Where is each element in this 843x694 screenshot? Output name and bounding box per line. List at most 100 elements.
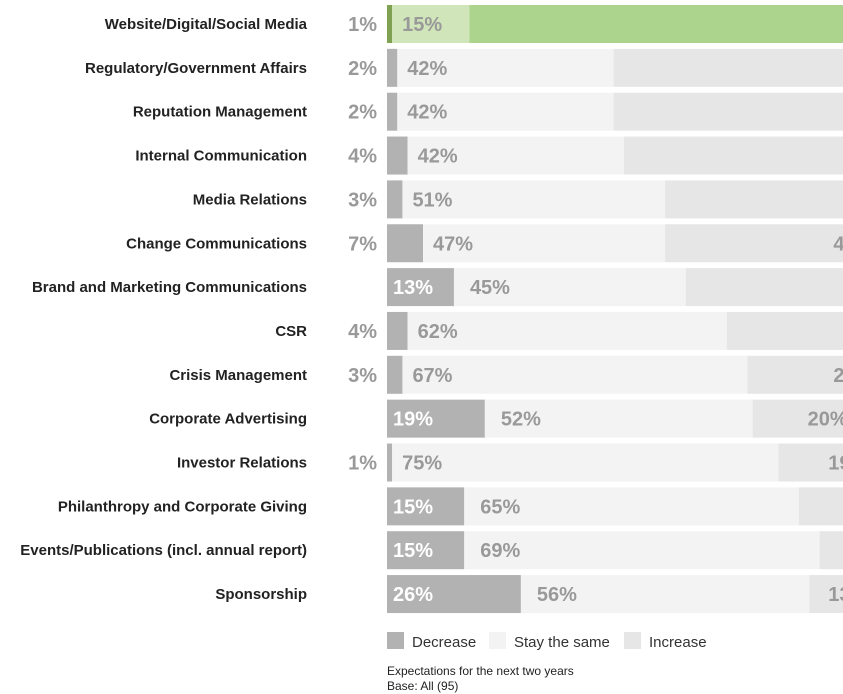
- value-label-stay-same: 69%: [480, 540, 520, 562]
- value-label-stay-same: 42%: [407, 58, 447, 80]
- category-label: Events/Publications (incl. annual report…: [20, 542, 307, 559]
- bar-stay-same: [520, 575, 810, 614]
- value-label-decrease: 4%: [348, 321, 377, 343]
- bar-stay-same: [484, 399, 753, 438]
- value-label-decrease: 15%: [393, 496, 433, 518]
- legend-swatch-same: [489, 632, 506, 649]
- bar-stay-same: [392, 443, 779, 482]
- value-label-stay-same: 67%: [412, 365, 452, 387]
- legend-label-decrease: Decrease: [412, 634, 476, 651]
- bar-increase: [623, 136, 843, 175]
- legend-label-same: Stay the same: [514, 634, 610, 651]
- category-label: CSR: [275, 323, 307, 340]
- value-label-decrease: 3%: [348, 189, 377, 211]
- bar-increase: [665, 180, 843, 219]
- value-label-stay-same: 51%: [412, 189, 452, 211]
- bar-increase: [809, 575, 843, 614]
- value-label-stay-same: 56%: [537, 584, 577, 606]
- bar-stay-same: [402, 180, 666, 219]
- bar-increase: [799, 487, 843, 526]
- value-label-stay-same: 65%: [480, 496, 520, 518]
- bar-stay-same: [464, 487, 799, 526]
- value-label-increase: 26%: [833, 365, 843, 387]
- bar-increase: [819, 531, 843, 570]
- value-label-stay-same: 45%: [470, 277, 510, 299]
- bar-decrease: [387, 48, 398, 87]
- value-label-stay-same: 75%: [402, 453, 442, 475]
- bars-layer: [387, 5, 843, 614]
- value-label-increase: 20%: [808, 409, 843, 431]
- bar-decrease: [387, 268, 454, 307]
- value-label-decrease: 1%: [348, 14, 377, 36]
- category-label: Investor Relations: [177, 455, 307, 472]
- category-label: Media Relations: [193, 191, 307, 208]
- bar-stay-same: [397, 92, 614, 131]
- bar-stay-same: [402, 355, 748, 394]
- value-label-decrease: 26%: [393, 584, 433, 606]
- bar-stay-same: [464, 531, 820, 570]
- bar-decrease: [387, 487, 465, 526]
- bar-decrease: [387, 311, 408, 350]
- value-label-decrease: 2%: [348, 102, 377, 124]
- bar-decrease: [387, 443, 393, 482]
- value-label-increase: 19%: [828, 453, 843, 475]
- footnote-expectations: Expectations for the next two years: [387, 664, 574, 678]
- bar-stay-same: [407, 136, 624, 175]
- bar-decrease: [387, 355, 403, 394]
- category-label: Website/Digital/Social Media: [105, 16, 308, 33]
- value-label-decrease: 13%: [393, 277, 433, 299]
- value-label-stay-same: 15%: [402, 14, 442, 36]
- value-label-decrease: 15%: [393, 540, 433, 562]
- bar-stay-same: [407, 311, 727, 350]
- value-label-decrease: 19%: [393, 409, 433, 431]
- value-label-decrease: 2%: [348, 58, 377, 80]
- bar-decrease: [387, 92, 398, 131]
- bar-increase: [726, 311, 843, 350]
- value-label-stay-same: 42%: [407, 102, 447, 124]
- bar-decrease: [387, 224, 424, 263]
- bar-increase: [613, 92, 843, 131]
- legend-swatch-increase: [624, 632, 641, 649]
- bar-stay-same: [397, 48, 614, 87]
- value-label-increase: 13%: [828, 584, 843, 606]
- category-label: Philanthropy and Corporate Giving: [58, 498, 307, 515]
- bar-increase: [747, 355, 843, 394]
- bar-stay-same: [453, 268, 686, 307]
- value-label-decrease: 1%: [348, 453, 377, 475]
- value-label-stay-same: 62%: [418, 321, 458, 343]
- bar-decrease: [387, 575, 521, 614]
- legend: Decrease Stay the same Increase: [387, 632, 707, 651]
- bar-stay-same: [392, 5, 470, 43]
- labels-layer: Website/Digital/Social Media1%15%83%Regu…: [20, 14, 843, 606]
- bar-increase: [665, 224, 843, 263]
- bar-decrease: [387, 180, 403, 219]
- value-label-stay-same: 42%: [418, 146, 458, 168]
- category-label: Sponsorship: [215, 586, 307, 603]
- bar-decrease: [387, 531, 465, 570]
- value-label-decrease: 4%: [348, 146, 377, 168]
- bar-stay-same: [423, 224, 666, 263]
- category-label: Corporate Advertising: [149, 411, 307, 428]
- bar-increase: [685, 268, 843, 307]
- legend-swatch-decrease: [387, 632, 404, 649]
- bar-increase: [469, 5, 843, 43]
- bar-decrease: [387, 136, 408, 175]
- category-label: Brand and Marketing Communications: [32, 279, 307, 296]
- category-label: Crisis Management: [169, 367, 307, 384]
- bar-increase: [778, 443, 843, 482]
- value-label-stay-same: 47%: [433, 233, 473, 255]
- category-label: Regulatory/Government Affairs: [85, 60, 307, 77]
- bar-increase: [752, 399, 843, 438]
- value-label-decrease: 7%: [348, 233, 377, 255]
- value-label-decrease: 3%: [348, 365, 377, 387]
- category-label: Internal Communication: [135, 148, 307, 165]
- footnote-base: Base: All (95): [387, 679, 458, 693]
- bar-decrease: [387, 5, 393, 43]
- legend-label-increase: Increase: [649, 634, 707, 651]
- bar-decrease: [387, 399, 485, 438]
- category-label: Change Communications: [126, 235, 307, 252]
- value-label-increase: 42%: [833, 233, 843, 255]
- value-label-stay-same: 52%: [501, 409, 541, 431]
